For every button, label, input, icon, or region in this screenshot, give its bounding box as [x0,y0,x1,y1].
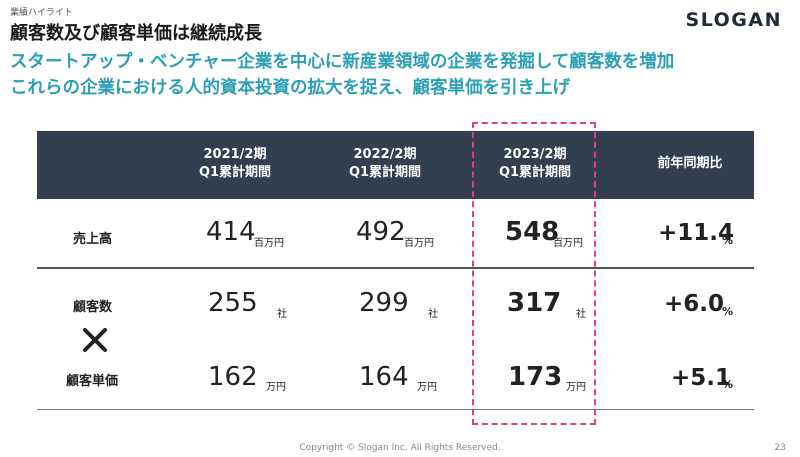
subtitle-line-2: これらの企業における人的資本投資の拡大を捉え、顧客単価を引き上げ [10,78,570,98]
customers-2023-value: 317 [507,288,562,318]
sales-2022-unit: 百万円 [404,238,434,249]
row-label-customers: 顧客数 [73,300,113,315]
customers-2022-value: 299 [359,288,409,318]
company-logo: SLOGAN [685,9,782,31]
page-number: 23 [774,443,786,453]
unit-price-2023-unit: 万円 [566,382,586,393]
page-title: 顧客数及び顧客単価は継続成長 [10,23,262,44]
customers-2021-value: 255 [208,288,258,318]
column-header-yoy-label: 前年同期比 [657,156,723,171]
unit-price-yoy-unit: % [722,378,734,391]
column-header-2023-period: 2023/2期 [503,147,567,162]
table-bottom-divider [37,409,754,410]
unit-price-2022-unit: 万円 [417,382,437,393]
column-header-2022-range: Q1累計期間 [348,165,422,180]
column-header-2022: 2022/2期 Q1累計期間 [310,146,460,182]
unit-price-2023-value: 173 [508,362,563,392]
column-header-2021-range: Q1累計期間 [198,165,272,180]
copyright-footer: Copyright © Slogan Inc. All Rights Reser… [299,443,501,453]
column-header-2023: 2023/2期 Q1累計期間 [460,146,610,182]
sales-2023-value: 548 [505,217,560,247]
column-header-2021-period: 2021/2期 [203,147,267,162]
sales-2023-unit: 百万円 [553,238,583,249]
unit-price-yoy-change: +5.1 [671,365,732,391]
column-header-2021: 2021/2期 Q1累計期間 [160,146,310,182]
row-label-unit-price: 顧客単価 [66,374,119,389]
row-divider [37,267,754,269]
sales-yoy-unit: % [722,234,734,247]
customers-2021-unit: 社 [277,309,287,320]
sales-2021-unit: 百万円 [254,238,284,249]
table-header [37,131,754,199]
customers-2023-unit: 社 [576,309,586,320]
unit-price-2022-value: 164 [359,362,409,392]
column-header-2023-range: Q1累計期間 [498,165,572,180]
unit-price-2021-unit: 万円 [266,382,286,393]
current-period-highlight [472,122,596,425]
sales-yoy-change: +11.4 [658,220,735,246]
subtitle-line-1: スタートアップ・ベンチャー企業を中心に新産業領域の企業を発掘して顧客数を増加 [10,52,675,72]
customers-yoy-change: +6.0 [664,291,725,317]
unit-price-2021-value: 162 [208,362,258,392]
row-label-sales: 売上高 [73,232,113,247]
sales-2021-value: 414 [206,217,256,247]
column-header-2022-period: 2022/2期 [353,147,417,162]
column-header-yoy: 前年同期比 [615,155,765,173]
customers-yoy-unit: % [722,305,734,318]
times-icon [83,328,107,352]
section-label: 業績ハイライト [10,8,73,18]
sales-2022-value: 492 [356,217,406,247]
customers-2022-unit: 社 [428,309,438,320]
